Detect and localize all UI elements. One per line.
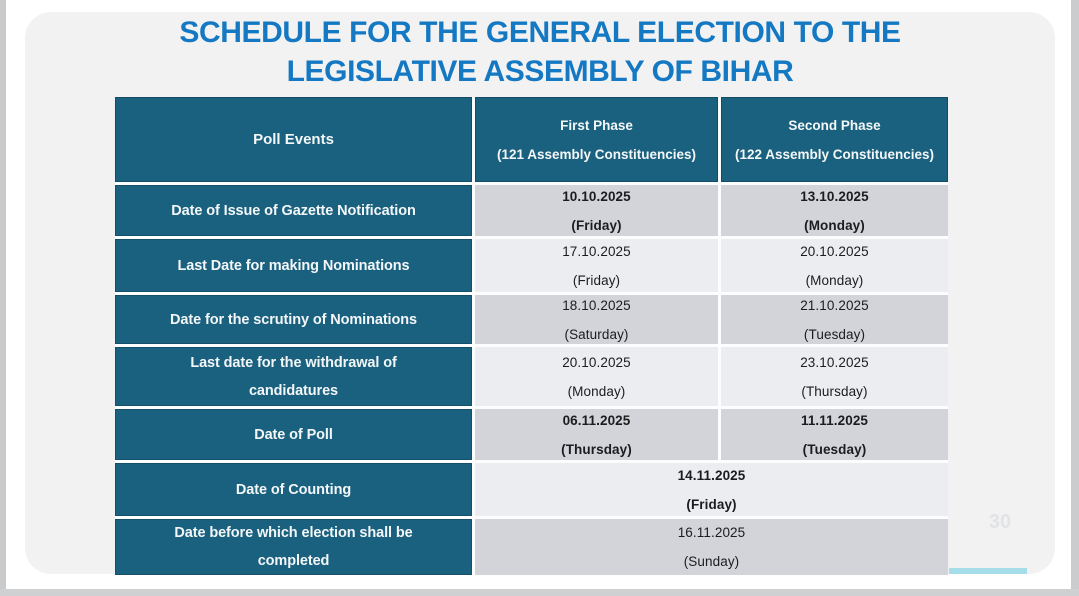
counting-date-cell: 14.11.2025 (Friday) bbox=[475, 463, 948, 516]
day-value: (Friday) bbox=[572, 272, 621, 288]
day-value: (Saturday) bbox=[564, 326, 629, 342]
slide-accent-bar bbox=[949, 568, 1027, 574]
date-value: 23.10.2025 bbox=[800, 354, 869, 370]
header-first-phase: First Phase (121 Assembly Constituencies… bbox=[475, 97, 718, 182]
phase2-poll-date-cell: 11.11.2025 (Tuesday) bbox=[721, 409, 948, 460]
phase2-nominations-date-cell: 20.10.2025 (Monday) bbox=[721, 239, 948, 292]
day-value: (Monday) bbox=[804, 217, 865, 233]
date-value: 20.10.2025 bbox=[562, 354, 631, 370]
date-value: 06.11.2025 bbox=[562, 412, 631, 428]
screenshot-right-edge bbox=[1071, 0, 1079, 596]
event-date-of-counting: Date of Counting bbox=[115, 463, 472, 516]
event-withdrawal-candidatures: Last date for the withdrawal of candidat… bbox=[115, 347, 472, 406]
day-value: (Monday) bbox=[567, 383, 626, 399]
event-date-of-poll: Date of Poll bbox=[115, 409, 472, 460]
date-value: 10.10.2025 bbox=[562, 188, 631, 204]
date-value: 20.10.2025 bbox=[800, 243, 869, 259]
day-value: (Tuesday) bbox=[802, 441, 867, 457]
slide-title: SCHEDULE FOR THE GENERAL ELECTION TO THE… bbox=[25, 13, 1055, 91]
date-value: 21.10.2025 bbox=[800, 297, 869, 313]
first-phase-title: First Phase bbox=[560, 117, 633, 133]
event-election-completed: Date before which election shall be comp… bbox=[115, 519, 472, 575]
date-value: 11.11.2025 bbox=[800, 412, 869, 428]
date-value: 18.10.2025 bbox=[562, 297, 631, 313]
day-value: (Friday) bbox=[686, 496, 737, 512]
phase1-nominations-date-cell: 17.10.2025 (Friday) bbox=[475, 239, 718, 292]
header-second-phase: Second Phase (122 Assembly Constituencie… bbox=[721, 97, 948, 182]
day-value: (Friday) bbox=[571, 217, 622, 233]
phase2-gazette-date-cell: 13.10.2025 (Monday) bbox=[721, 185, 948, 236]
event-gazette-notification: Date of Issue of Gazette Notification bbox=[115, 185, 472, 236]
day-value: (Monday) bbox=[805, 272, 864, 288]
day-value: (Tuesday) bbox=[803, 326, 866, 342]
first-phase-subtitle: (121 Assembly Constituencies) bbox=[496, 146, 697, 162]
phase1-scrutiny-date-cell: 18.10.2025 (Saturday) bbox=[475, 295, 718, 344]
second-phase-title: Second Phase bbox=[788, 117, 881, 133]
slide-title-line1: SCHEDULE FOR THE GENERAL ELECTION TO THE bbox=[179, 16, 901, 49]
completion-date-cell: 16.11.2025 (Sunday) bbox=[475, 519, 948, 575]
day-value: (Sunday) bbox=[683, 554, 740, 569]
phase1-poll-date-cell: 06.11.2025 (Thursday) bbox=[475, 409, 718, 460]
phase1-withdrawal-date-cell: 20.10.2025 (Monday) bbox=[475, 347, 718, 406]
phase1-gazette-date-cell: 10.10.2025 (Friday) bbox=[475, 185, 718, 236]
date-value: 16.11.2025 bbox=[677, 525, 746, 540]
slide-title-line2: LEGISLATIVE ASSEMBLY OF BIHAR bbox=[286, 55, 794, 88]
date-value: 13.10.2025 bbox=[800, 188, 869, 204]
election-schedule-table: Poll Events First Phase (121 Assembly Co… bbox=[115, 97, 948, 575]
event-scrutiny-nominations: Date for the scrutiny of Nominations bbox=[115, 295, 472, 344]
phase2-withdrawal-date-cell: 23.10.2025 (Thursday) bbox=[721, 347, 948, 406]
date-value: 17.10.2025 bbox=[562, 243, 631, 259]
slide-page-number: 30 bbox=[988, 511, 1012, 533]
second-phase-subtitle: (122 Assembly Constituencies) bbox=[734, 146, 935, 162]
day-value: (Thursday) bbox=[801, 383, 868, 399]
header-poll-events: Poll Events bbox=[115, 97, 472, 182]
phase2-scrutiny-date-cell: 21.10.2025 (Tuesday) bbox=[721, 295, 948, 344]
screenshot-bottom-edge bbox=[0, 589, 1079, 596]
date-value: 14.11.2025 bbox=[677, 467, 746, 483]
day-value: (Thursday) bbox=[561, 441, 632, 457]
event-making-nominations: Last Date for making Nominations bbox=[115, 239, 472, 292]
screenshot-left-edge bbox=[0, 0, 6, 596]
